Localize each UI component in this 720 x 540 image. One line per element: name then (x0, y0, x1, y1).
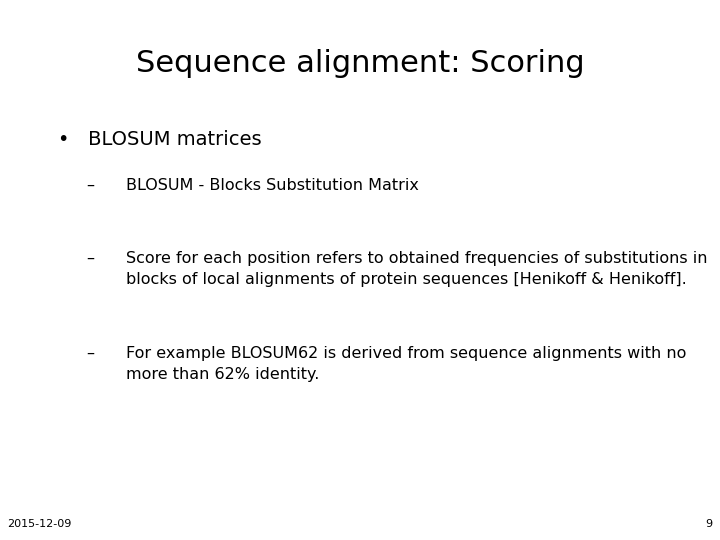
Text: –: – (86, 178, 94, 193)
Text: 2015-12-09: 2015-12-09 (7, 519, 71, 529)
Text: 9: 9 (706, 519, 713, 529)
Text: •   BLOSUM matrices: • BLOSUM matrices (58, 130, 261, 148)
Text: –: – (86, 346, 94, 361)
Text: –: – (86, 251, 94, 266)
Text: BLOSUM - Blocks Substitution Matrix: BLOSUM - Blocks Substitution Matrix (126, 178, 419, 193)
Text: For example BLOSUM62 is derived from sequence alignments with no
more than 62% i: For example BLOSUM62 is derived from seq… (126, 346, 686, 382)
Text: Sequence alignment: Scoring: Sequence alignment: Scoring (135, 49, 585, 78)
Text: Score for each position refers to obtained frequencies of substitutions in
block: Score for each position refers to obtain… (126, 251, 708, 287)
